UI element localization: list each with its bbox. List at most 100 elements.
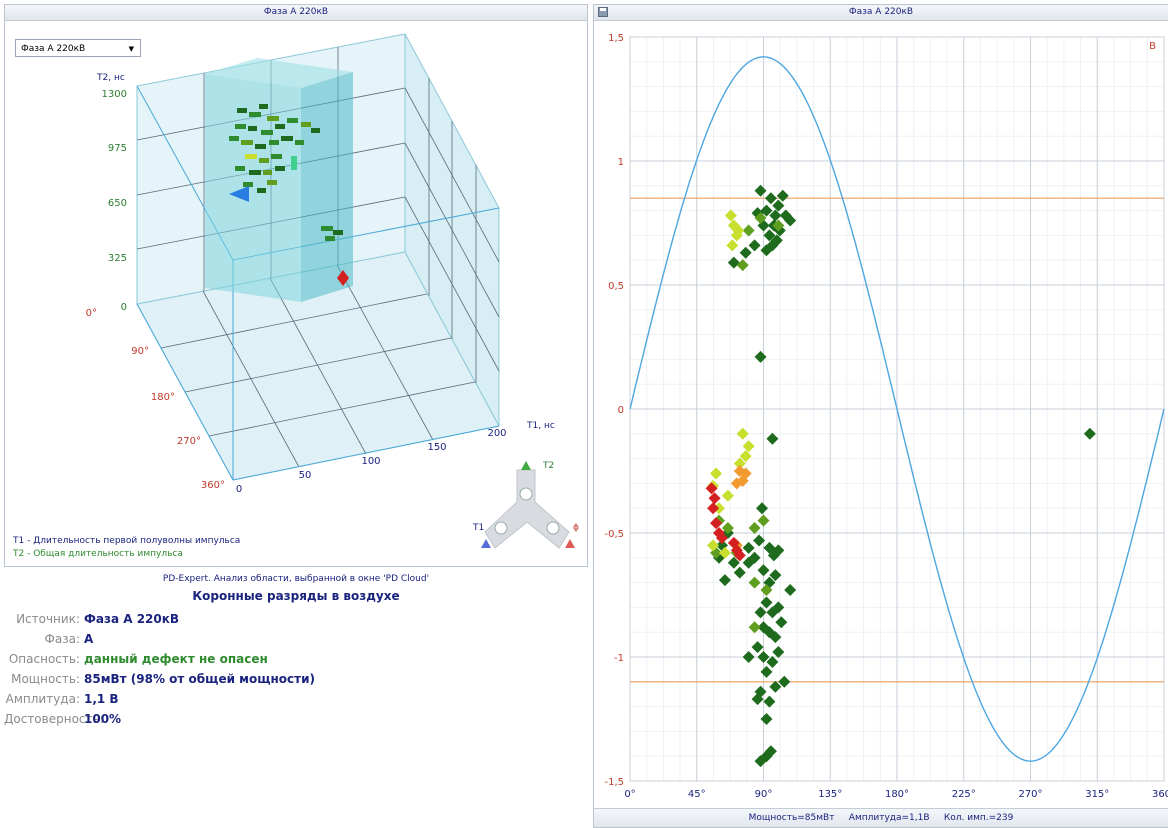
pd-point <box>766 655 779 668</box>
nav-t2-label: T2 <box>542 461 554 471</box>
pd-point <box>757 651 770 663</box>
pd-point <box>754 685 767 698</box>
pd-point <box>769 680 782 693</box>
info-row-label: Мощность: <box>11 672 80 686</box>
pd-point <box>784 584 797 597</box>
pd-point <box>721 522 734 535</box>
x-tick-label: 0° <box>624 789 635 800</box>
info-row-label: Источник: <box>16 612 80 626</box>
info-row: Опасность: данный дефект не опасен <box>4 652 588 672</box>
pd-expert-panel: PD-Expert. Анализ области, выбранной в о… <box>4 570 588 824</box>
t1-arrow-icon[interactable] <box>481 539 491 548</box>
y-tick-label: -0,5 <box>604 529 624 540</box>
pd-point <box>715 531 728 544</box>
pd-point <box>757 564 770 577</box>
pd-point <box>764 745 777 758</box>
pd-point <box>748 522 761 535</box>
pd-point <box>733 566 746 579</box>
x-tick-label: 360° <box>1152 789 1168 800</box>
y-tick-label: 0,5 <box>608 281 624 292</box>
t1-axis-label: T1, нс <box>526 421 555 431</box>
pd-point <box>772 646 785 659</box>
pd-point <box>772 601 785 614</box>
pd-point <box>742 541 755 554</box>
info-row: Мощность: 85мВт (98% от общей мощности) <box>4 672 588 692</box>
t1-tick: 50 <box>299 470 312 481</box>
pd-point <box>748 576 761 589</box>
pd-point <box>754 184 767 197</box>
save-icon[interactable] <box>598 7 608 17</box>
pd-point <box>710 467 723 480</box>
pd-point <box>776 189 789 202</box>
info-row-value: А <box>84 632 94 646</box>
pd-point <box>766 432 779 445</box>
pd-point <box>708 492 721 505</box>
pd-cloud-panel: Фаза А 220кВ Фаза А 220кВ ▼ <box>4 4 588 567</box>
pd-point <box>751 641 764 654</box>
pd-point <box>760 244 773 257</box>
pd-point <box>710 546 723 559</box>
status-count: Кол. имп.=239 <box>943 813 1014 823</box>
info-row-value: 1,1 В <box>84 692 119 706</box>
pd-point <box>742 651 755 663</box>
t1-tick: 0 <box>236 484 242 495</box>
pd-expert-header: PD-Expert. Анализ области, выбранной в о… <box>162 574 430 584</box>
phase-tick: 180° <box>151 392 175 403</box>
y-tick-label: 1,5 <box>608 33 624 44</box>
pd-point <box>769 631 782 644</box>
pd-point <box>772 544 785 557</box>
view-rotation-widget[interactable]: T2 T1 ϕ <box>469 458 587 568</box>
pd-point <box>732 224 745 237</box>
pd-point <box>721 489 734 502</box>
x-tick-label: 135° <box>818 789 842 800</box>
pd-point <box>760 713 773 725</box>
pd-point <box>763 229 776 242</box>
info-row-value: Фаза А 220кВ <box>84 612 180 626</box>
pd-cloud-title: Фаза А 220кВ <box>5 5 587 21</box>
t2-tick: 325 <box>108 253 127 264</box>
pd-point <box>775 616 788 629</box>
legend-t1: T1 - Длительность первой полуволны импул… <box>13 536 241 546</box>
info-row-label: Амплитуда: <box>5 692 80 706</box>
nav-t1-label: T1 <box>472 523 484 533</box>
phase-select[interactable]: Фаза А 220кВ ▼ <box>15 39 141 57</box>
pd-point <box>739 246 752 259</box>
pd-point <box>733 457 746 470</box>
pd-point <box>736 427 749 440</box>
pd-point <box>760 204 773 217</box>
t2-tick: 1300 <box>102 89 127 100</box>
pd-point <box>748 239 761 252</box>
status-amplitude: Амплитуда=1,1В <box>848 813 930 823</box>
pd-point <box>757 514 770 527</box>
pd-point <box>766 606 779 619</box>
t1-tick: 200 <box>487 428 506 439</box>
t2-arrow-icon[interactable] <box>521 461 531 470</box>
pd-point <box>718 574 731 587</box>
pd-point <box>730 477 743 490</box>
pd-cloud-3d-view[interactable]: T2, нс 0 325 650 975 1300 0 50 100 150 2… <box>5 20 589 560</box>
pd-point <box>748 551 761 564</box>
phase-tick: 270° <box>177 436 201 447</box>
pd-point <box>742 556 755 569</box>
pd-point <box>763 626 776 639</box>
t2-tick: 975 <box>108 143 127 154</box>
x-tick-label: 315° <box>1085 789 1109 800</box>
prpd-scatter-chart[interactable]: -1,5 -1 -0,5 0 0,5 1 1,5 0° 45° 90° 135° 180° 225° 27… <box>594 21 1168 811</box>
pd-point <box>760 665 773 678</box>
pd-point <box>760 596 773 609</box>
phi-arrow-icon[interactable] <box>565 539 575 548</box>
info-row-value: 100% <box>84 712 122 726</box>
pd-point <box>707 502 720 515</box>
unit-corner-label: В <box>1149 41 1156 52</box>
info-row-label: Опасность: <box>8 652 80 666</box>
pd-point <box>736 259 749 272</box>
pd-point <box>742 440 755 453</box>
pd-point <box>769 209 782 222</box>
info-row-label: Достоверность: <box>4 712 104 726</box>
status-power: Мощность=85мВт <box>748 813 835 823</box>
pd-point <box>727 556 740 569</box>
pd-point <box>724 209 737 222</box>
pd-point <box>784 214 797 227</box>
y-tick-label: 1 <box>618 157 624 168</box>
pd-point <box>763 541 776 554</box>
